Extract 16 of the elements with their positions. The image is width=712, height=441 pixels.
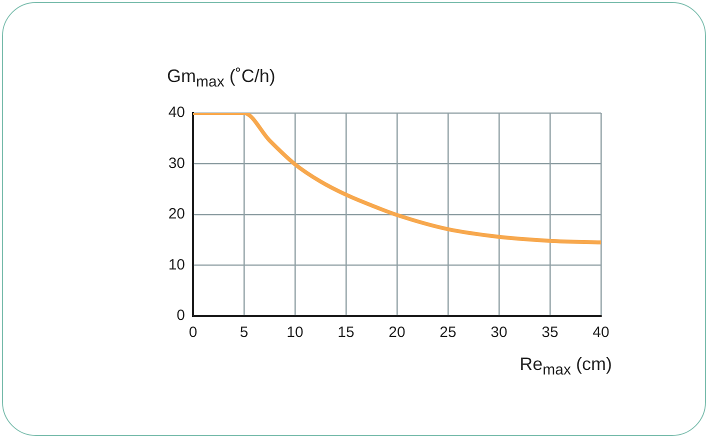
x-axis-title: Re$_{max}$ (cm) [520,354,612,379]
y-tick-label: 40 [168,104,185,122]
x-tick-label: 40 [592,324,610,342]
y-tick-label: 20 [168,206,185,223]
x-tick-label: 5 [240,324,248,342]
x-tick-label: 25 [440,324,456,342]
x-tick-label: 15 [338,324,354,342]
x-tick-label: 0 [188,324,198,342]
x-tick-label: 35 [542,324,558,342]
x-tick-label: 10 [286,324,304,342]
x-tick-label: 20 [388,324,406,342]
y-tick-label: 10 [168,256,185,274]
y-axis-title: Gm$_{max}$ (˚C/h) [167,66,276,91]
y-tick-label: 30 [168,154,185,172]
x-tick-label: 30 [490,324,508,342]
y-tick-label: 0 [176,307,185,324]
